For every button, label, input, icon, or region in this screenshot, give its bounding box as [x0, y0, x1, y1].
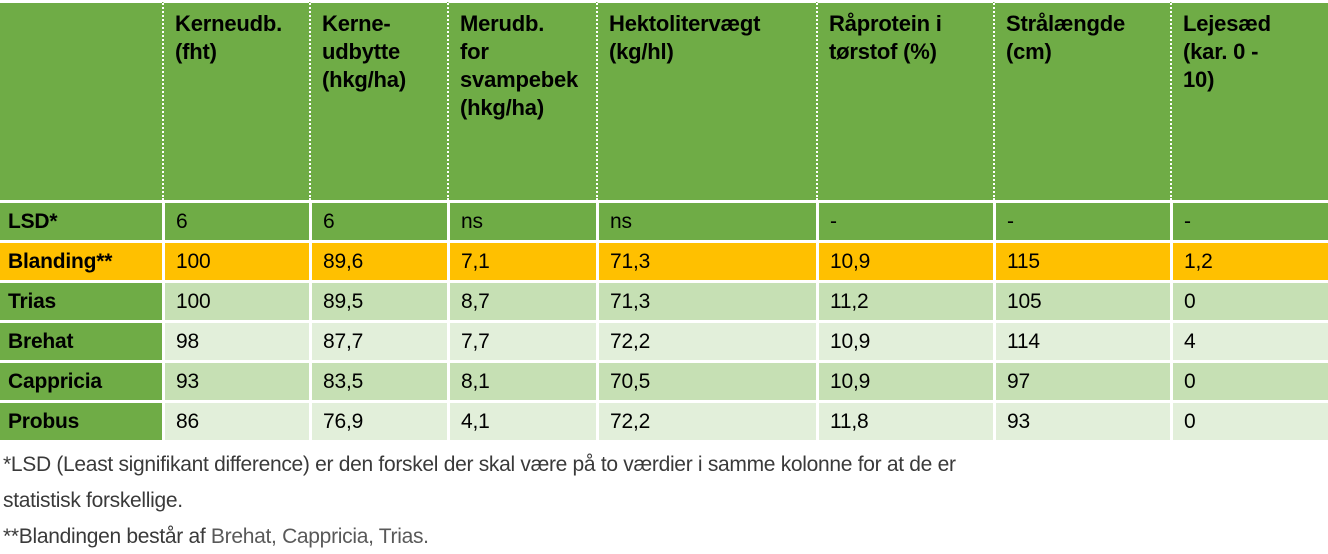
row-trias: Trias 100 89,5 8,7 71,3 11,2 105 0 — [0, 280, 1328, 320]
blanding-footnote-prefix: **Blandingen består af — [3, 525, 211, 548]
data-cell: 89,6 — [309, 240, 447, 280]
header-row: Kerneudb. (fht) Kerne- udbytte (hkg/ha) … — [0, 0, 1328, 200]
col-header-lejesaed: Lejesæd (kar. 0 - 10) — [1170, 0, 1328, 200]
data-cell: 87,7 — [309, 320, 447, 360]
data-cell: 97 — [993, 360, 1170, 400]
lsd-footnote-line2: statistisk forskellige. — [3, 489, 183, 512]
data-cell: 1,2 — [1170, 240, 1328, 280]
data-cell: 93 — [993, 400, 1170, 440]
data-cell: 11,2 — [816, 280, 993, 320]
data-cell: 6 — [309, 200, 447, 240]
data-cell: 71,3 — [596, 280, 816, 320]
data-cell: 7,1 — [447, 240, 596, 280]
row-label-brehat: Brehat — [0, 320, 162, 360]
data-cell: 0 — [1170, 360, 1328, 400]
data-cell: 86 — [162, 400, 309, 440]
row-label-trias: Trias — [0, 280, 162, 320]
data-cell: - — [816, 200, 993, 240]
row-label-blanding: Blanding** — [0, 240, 162, 280]
data-cell: 93 — [162, 360, 309, 400]
row-probus: Probus 86 76,9 4,1 72,2 11,8 93 0 — [0, 400, 1328, 440]
data-cell: 71,3 — [596, 240, 816, 280]
col-header-merudb-svampebek: Merudb. for svampebek (hkg/ha) — [447, 0, 596, 200]
data-cell: 11,8 — [816, 400, 993, 440]
table-header: Kerneudb. (fht) Kerne- udbytte (hkg/ha) … — [0, 0, 1328, 200]
row-brehat: Brehat 98 87,7 7,7 72,2 10,9 114 4 — [0, 320, 1328, 360]
data-cell: 72,2 — [596, 320, 816, 360]
footnotes: *LSD (Least signifikant difference) er d… — [0, 440, 1328, 554]
blanding-footnote-varieties: Brehat, Cappricia, Trias. — [210, 525, 429, 548]
data-cell: ns — [596, 200, 816, 240]
col-header-kerneudb-fht: Kerneudb. (fht) — [162, 0, 309, 200]
data-cell: - — [1170, 200, 1328, 240]
data-cell: 76,9 — [309, 400, 447, 440]
data-cell: - — [993, 200, 1170, 240]
row-lsd: LSD* 6 6 ns ns - - - — [0, 200, 1328, 240]
data-cell: ns — [447, 200, 596, 240]
data-cell: 6 — [162, 200, 309, 240]
data-cell: 8,1 — [447, 360, 596, 400]
data-cell: 70,5 — [596, 360, 816, 400]
data-cell: 83,5 — [309, 360, 447, 400]
data-cell: 10,9 — [816, 240, 993, 280]
row-label-probus: Probus — [0, 400, 162, 440]
data-cell: 115 — [993, 240, 1170, 280]
data-cell: 0 — [1170, 400, 1328, 440]
data-cell: 10,9 — [816, 320, 993, 360]
variety-trial-table: Kerneudb. (fht) Kerne- udbytte (hkg/ha) … — [0, 0, 1328, 440]
data-cell: 8,7 — [447, 280, 596, 320]
data-cell: 4 — [1170, 320, 1328, 360]
col-header-kerneudbytte: Kerne- udbytte (hkg/ha) — [309, 0, 447, 200]
data-cell: 7,7 — [447, 320, 596, 360]
data-cell: 105 — [993, 280, 1170, 320]
data-cell: 89,5 — [309, 280, 447, 320]
data-cell: 0 — [1170, 280, 1328, 320]
table-body: LSD* 6 6 ns ns - - - Blanding** 100 89,6… — [0, 200, 1328, 440]
data-cell: 10,9 — [816, 360, 993, 400]
data-cell: 72,2 — [596, 400, 816, 440]
col-header-hektolitervaegt: Hektolitervægt (kg/hl) — [596, 0, 816, 200]
data-cell: 4,1 — [447, 400, 596, 440]
row-label-lsd: LSD* — [0, 200, 162, 240]
col-header-straalaengde: Strålængde (cm) — [993, 0, 1170, 200]
data-cell: 100 — [162, 280, 309, 320]
row-label-cappricia: Cappricia — [0, 360, 162, 400]
lsd-footnote-line1: *LSD (Least signifikant difference) er d… — [3, 453, 956, 476]
col-header-raaprotein: Råprotein i tørstof (%) — [816, 0, 993, 200]
row-cappricia: Cappricia 93 83,5 8,1 70,5 10,9 97 0 — [0, 360, 1328, 400]
data-cell: 114 — [993, 320, 1170, 360]
data-cell: 100 — [162, 240, 309, 280]
col-header-blank — [0, 0, 162, 200]
row-blanding: Blanding** 100 89,6 7,1 71,3 10,9 115 1,… — [0, 240, 1328, 280]
blanding-footnote: **Blandingen består af Brehat, Cappricia… — [3, 519, 1328, 554]
data-cell: 98 — [162, 320, 309, 360]
